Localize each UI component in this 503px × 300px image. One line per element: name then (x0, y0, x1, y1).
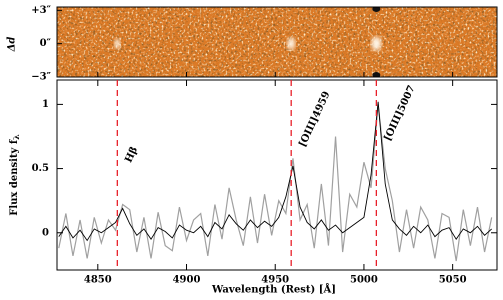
y-tick-label: 0.5 (32, 163, 49, 174)
plot-frame (56, 79, 498, 271)
emission-blob (114, 38, 121, 49)
x-tick-label: 5050 (439, 275, 467, 286)
x-tick-label: 4950 (261, 275, 289, 286)
emission-line-label: Hβ (123, 145, 140, 165)
x-tick-label: 5000 (350, 275, 378, 286)
image-y-label: Δd (7, 37, 18, 53)
plot-area (58, 80, 493, 270)
y-axis-label: Flux density fλ (9, 134, 22, 216)
y-axis-label-text: Flux density f (9, 139, 20, 216)
image-noise (57, 7, 497, 77)
emission-line-label: [OIII]5007 (382, 84, 417, 143)
image-y-tick-label: 0″ (40, 38, 52, 49)
emission-blob (371, 36, 382, 51)
spectrum-line (58, 104, 493, 262)
image-y-tick-label: +3″ (31, 5, 51, 16)
x-tick-label: 4900 (173, 275, 201, 286)
dark-blob (372, 7, 381, 12)
y-tick-label: 0 (42, 227, 49, 238)
emission-line-label: [OIII]4959 (297, 90, 332, 149)
image-y-tick-label: −3″ (31, 72, 51, 83)
y-axis-label-subscript: λ (11, 134, 21, 140)
y-tick-label: 1 (42, 99, 49, 110)
x-tick-label: 4850 (84, 275, 112, 286)
image-frame (56, 6, 498, 78)
spectrum-line (58, 101, 492, 242)
emission-blob (287, 37, 296, 50)
spectrum-image (57, 7, 497, 77)
x-axis-label: Wavelength (Rest) [Å] (211, 284, 336, 296)
dark-blob (372, 72, 381, 77)
